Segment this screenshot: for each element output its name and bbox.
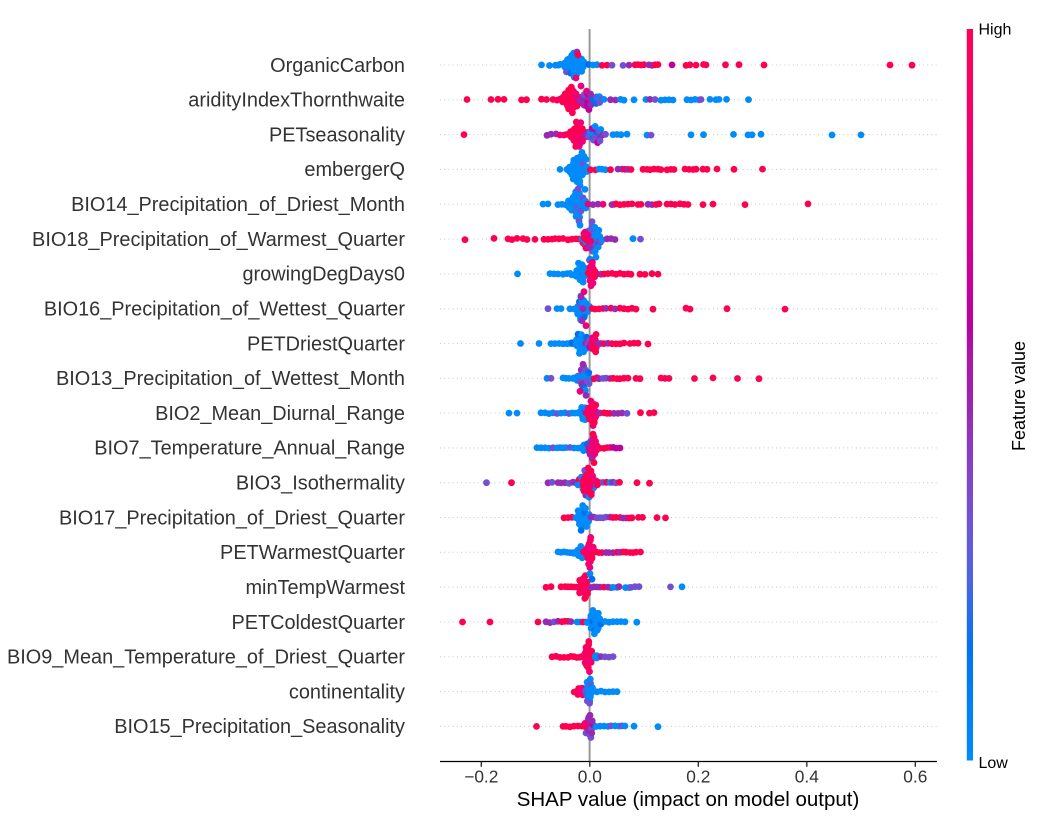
- svg-text:BIO14_Precipitation_of_Driest_: BIO14_Precipitation_of_Driest_Month: [71, 194, 405, 216]
- svg-text:BIO13_Precipitation_of_Wettest: BIO13_Precipitation_of_Wettest_Month: [56, 368, 405, 390]
- svg-text:BIO15_Precipitation_Seasonalit: BIO15_Precipitation_Seasonality: [114, 716, 405, 738]
- svg-text:0.2: 0.2: [686, 767, 710, 787]
- svg-text:High: High: [979, 22, 1012, 39]
- svg-text:growingDegDays0: growingDegDays0: [242, 264, 405, 286]
- svg-text:SHAP value (impact on model ou: SHAP value (impact on model output): [517, 788, 860, 811]
- svg-text:0.4: 0.4: [795, 767, 819, 787]
- svg-text:continentality: continentality: [289, 681, 405, 703]
- svg-text:0.6: 0.6: [903, 767, 927, 787]
- svg-text:PETColdestQuarter: PETColdestQuarter: [231, 612, 405, 634]
- svg-text:BIO9_Mean_Temperature_of_Dries: BIO9_Mean_Temperature_of_Driest_Quarter: [7, 647, 405, 669]
- svg-text:BIO17_Precipitation_of_Driest_: BIO17_Precipitation_of_Driest_Quarter: [59, 507, 405, 529]
- svg-text:BIO16_Precipitation_of_Wettest: BIO16_Precipitation_of_Wettest_Quarter: [44, 299, 406, 321]
- svg-text:BIO2_Mean_Diurnal_Range: BIO2_Mean_Diurnal_Range: [155, 403, 405, 425]
- svg-text:aridityIndexThornthwaite: aridityIndexThornthwaite: [188, 90, 405, 112]
- svg-text:PETseasonality: PETseasonality: [269, 124, 405, 146]
- svg-text:BIO3_Isothermality: BIO3_Isothermality: [236, 473, 405, 495]
- svg-text:0.0: 0.0: [578, 767, 602, 787]
- svg-text:Low: Low: [979, 755, 1009, 772]
- svg-text:BIO7_Temperature_Annual_Range: BIO7_Temperature_Annual_Range: [94, 438, 405, 460]
- svg-text:embergerQ: embergerQ: [304, 159, 405, 181]
- svg-text:PETDriestQuarter: PETDriestQuarter: [247, 333, 405, 355]
- svg-text:BIO18_Precipitation_of_Warmest: BIO18_Precipitation_of_Warmest_Quarter: [32, 229, 405, 251]
- svg-text:−0.2: −0.2: [464, 767, 498, 787]
- svg-text:PETWarmestQuarter: PETWarmestQuarter: [220, 542, 405, 564]
- svg-text:minTempWarmest: minTempWarmest: [245, 577, 405, 599]
- svg-text:Feature value: Feature value: [1009, 341, 1029, 451]
- svg-text:OrganicCarbon: OrganicCarbon: [270, 55, 405, 77]
